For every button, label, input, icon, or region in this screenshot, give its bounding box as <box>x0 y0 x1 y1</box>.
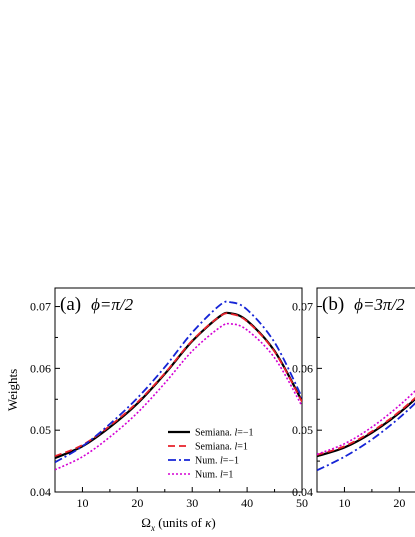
y-axis-label: Weights <box>5 369 20 411</box>
series-line-1 <box>55 312 302 457</box>
legend-label-3: Num. l=1 <box>195 470 233 481</box>
legend-prefix: Semiana. <box>195 428 234 439</box>
x-axis-label: Ωx (units of κ) <box>141 515 215 533</box>
y-tick-label: 0.06 <box>30 361 51 375</box>
legend-rest: =−1 <box>223 456 239 467</box>
legend-label-0: Semiana. l=−1 <box>195 428 254 439</box>
legend-rest: =−1 <box>237 428 253 439</box>
x-tick-label: 10 <box>76 496 88 510</box>
series-line-2 <box>317 402 415 472</box>
panel-label: (b) ϕ=3π/2 <box>322 294 405 315</box>
plot-frame <box>316 287 415 493</box>
series-line-1 <box>317 396 415 456</box>
series-line-0 <box>317 397 415 458</box>
legend-var: l <box>234 428 237 439</box>
panel-a: 0.04 0.05 0.06 0.07 10 20 30 40 50 (a) ϕ=π/2 Ωx (un… <box>5 287 308 533</box>
legend-rest: =1 <box>223 470 234 481</box>
x-label-text: (units of <box>155 515 205 530</box>
legend-prefix: Semiana. <box>195 442 234 453</box>
x-tick-label: 50 <box>296 496 308 510</box>
x-label-unit: κ <box>205 515 212 530</box>
x-tick-label: 40 <box>241 496 253 510</box>
legend-var: l <box>220 470 223 481</box>
x-label-sub: x <box>150 523 155 533</box>
legend-rest: =1 <box>237 442 248 453</box>
y-tick-label: 0.07 <box>30 300 51 314</box>
y-tick-label: 0.04 <box>292 485 313 499</box>
x-tick-label: 20 <box>131 496 143 510</box>
y-tick-label: 0.05 <box>30 423 51 437</box>
series-line-3 <box>317 390 415 456</box>
y-tick-label: 0.05 <box>292 423 313 437</box>
phase-label: ϕ=3π/2 <box>354 295 405 314</box>
plot-frame <box>54 287 303 493</box>
x-tick-label: 20 <box>393 496 405 510</box>
series-group <box>55 300 302 471</box>
series-group <box>317 390 415 472</box>
y-tick-label: 0.04 <box>30 485 51 499</box>
panel-letter: (b) <box>322 294 344 315</box>
y-tick-label: 0.07 <box>292 300 313 314</box>
panel-label: (a) ϕ=π/2 <box>60 294 134 315</box>
legend-var: l <box>234 442 237 453</box>
legend-label-2: Num. l=−1 <box>195 456 239 467</box>
y-tick-label: 0.06 <box>292 361 313 375</box>
legend-prefix: Num. <box>195 456 220 467</box>
legend-prefix: Num. <box>195 470 220 481</box>
x-tick-label: 30 <box>186 496 198 510</box>
legend-var: l <box>220 456 223 467</box>
x-label-close: ) <box>211 515 215 530</box>
legend-label-1: Semiana. l=1 <box>195 442 248 453</box>
series-line-0 <box>55 311 302 460</box>
panel-letter: (a) <box>60 294 81 315</box>
phase-label: ϕ=π/2 <box>91 295 134 314</box>
x-label-symbol: Ω <box>141 515 151 530</box>
series-line-2 <box>55 300 302 464</box>
series-line-3 <box>55 322 302 471</box>
x-tick-label: 10 <box>338 496 350 510</box>
